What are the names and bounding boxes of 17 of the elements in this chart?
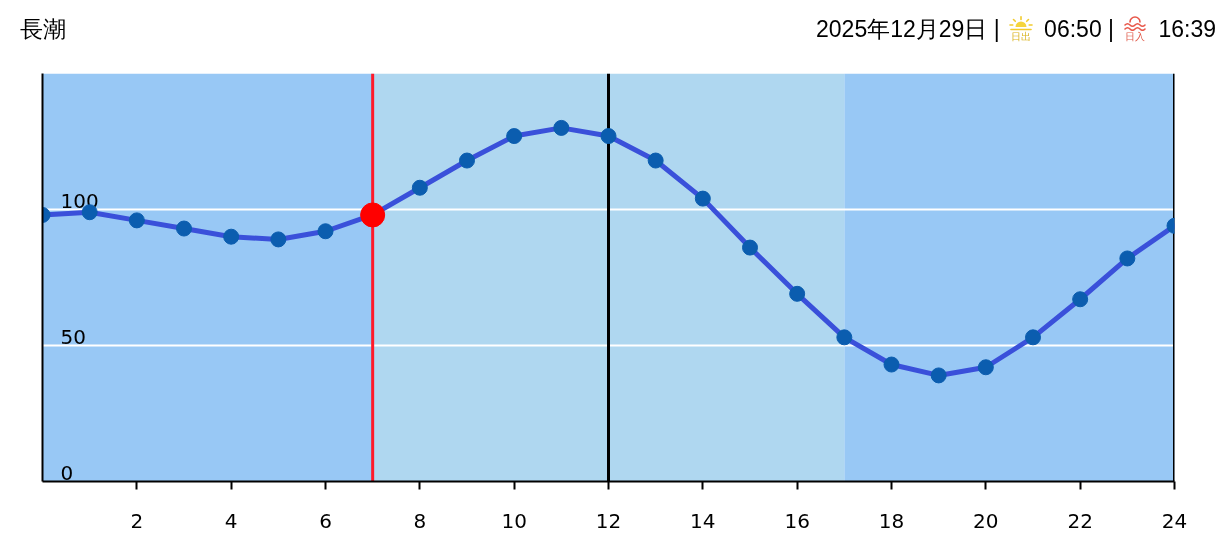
x-tick-label: 6 (319, 508, 332, 533)
chart-title: 長潮 (20, 14, 66, 44)
x-tick-label: 14 (690, 508, 716, 533)
text: 日出 (1010, 31, 1031, 42)
x-tick-label: 2 (130, 508, 144, 533)
x-tick-label: 16 (784, 508, 810, 533)
text: 日入 (1125, 31, 1146, 42)
x-tick-label: 24 (1161, 508, 1188, 533)
x-tick-label: 22 (1067, 508, 1093, 533)
x-tick-label: 18 (878, 508, 905, 533)
x-tick-label: 8 (413, 508, 427, 533)
x-tick-label: 20 (973, 508, 999, 533)
x-tick-label: 10 (501, 508, 527, 533)
x-tick-label: 4 (224, 508, 238, 533)
y-tick-label: 50 (60, 324, 86, 349)
x-tick-label: 12 (595, 508, 622, 533)
y-tick-label: 0 (60, 460, 74, 485)
